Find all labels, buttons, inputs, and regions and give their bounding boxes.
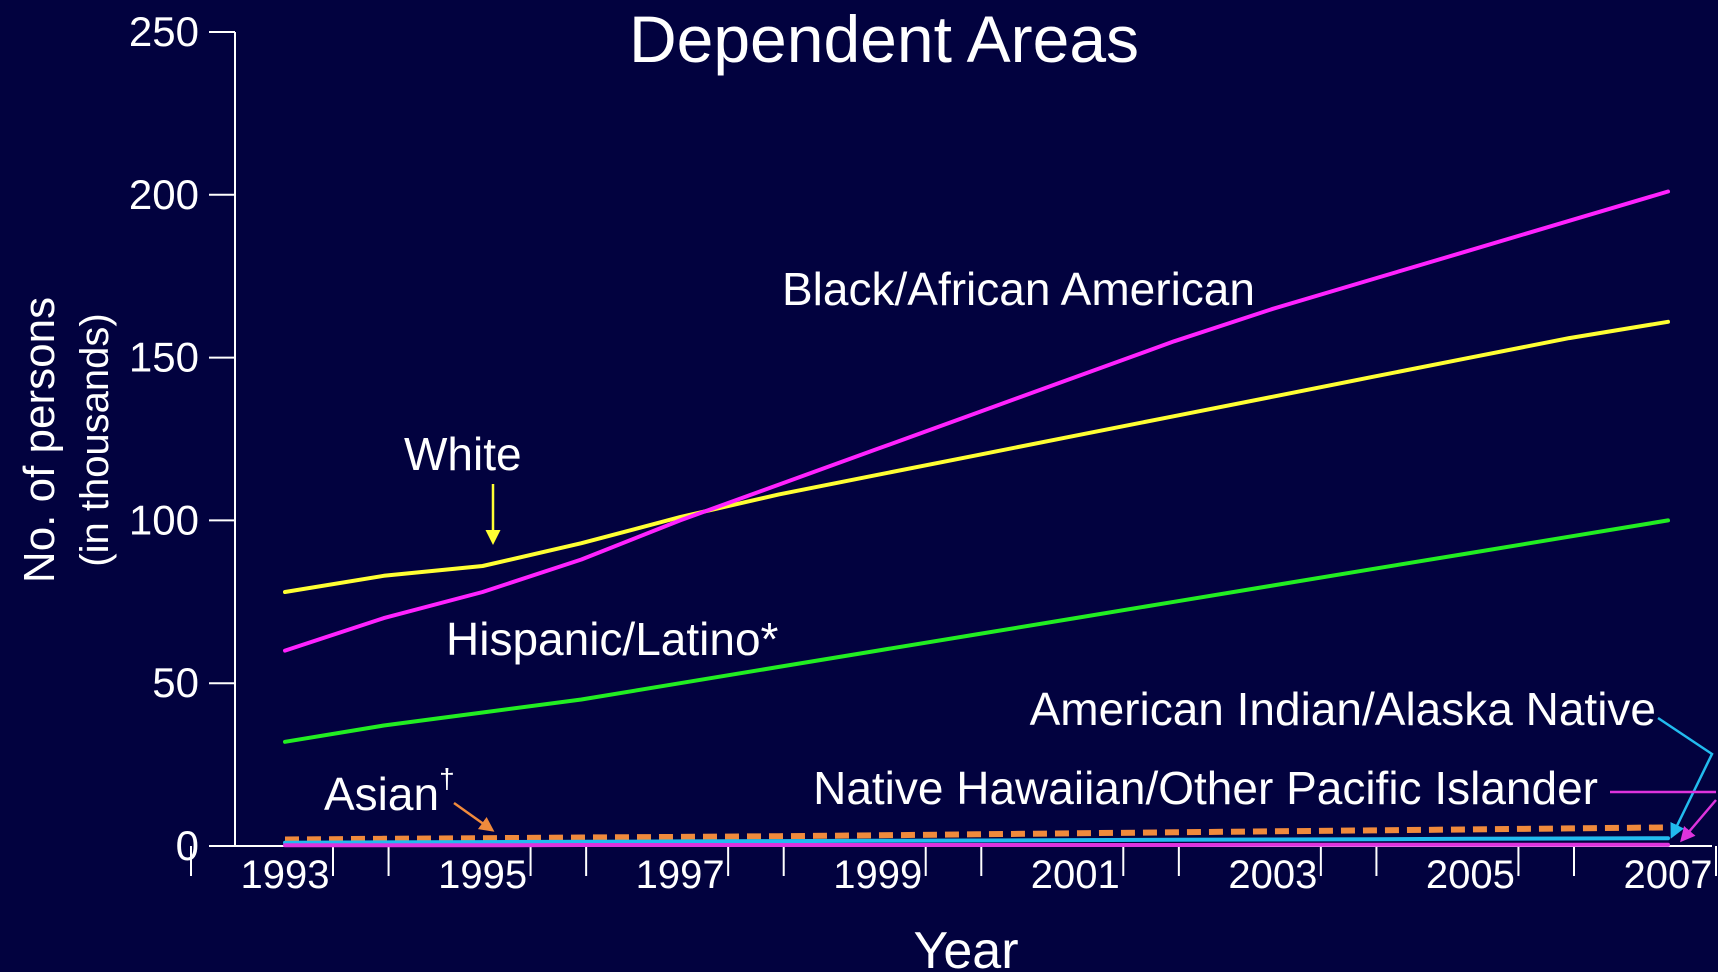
- series-line-3: [284, 824, 1669, 843]
- x-tick-label: 1999: [833, 853, 922, 897]
- x-tick-label: 1993: [241, 853, 330, 897]
- y-axis-label: No. of persons: [15, 297, 64, 583]
- label-asian-text: Asian: [324, 768, 439, 820]
- label-asian: Asian†: [324, 763, 455, 820]
- label-asian-dagger: †: [439, 763, 455, 794]
- x-ticks: 1993 1995 1997 1999 2001 2003 2005 2007: [190, 846, 1717, 897]
- y-tick-label: 50: [152, 659, 199, 706]
- arrow-native-hawaiian-pacific-islander-tip: [1680, 799, 1717, 843]
- x-tick-label: 1995: [438, 853, 527, 897]
- y-tick-label: 100: [129, 496, 199, 543]
- series-line-5: [283, 842, 1670, 848]
- y-tick-label: 200: [129, 171, 199, 218]
- label-native-hawaiian-pacific-islander: Native Hawaiian/Other Pacific Islander: [813, 762, 1598, 814]
- x-tick-label: 2007: [1624, 853, 1713, 897]
- label-black-african-american: Black/African American: [782, 263, 1255, 315]
- y-ticks: 0 50 100 150 200 250: [129, 8, 235, 869]
- y-tick-label: 250: [129, 8, 199, 55]
- label-hispanic-latino: Hispanic/Latino*: [446, 613, 779, 665]
- arrow-asian: [453, 801, 495, 832]
- series-line-2: [283, 518, 1670, 744]
- y-tick-label: 0: [176, 822, 199, 869]
- series-line-4: [283, 836, 1670, 845]
- x-tick-label: 2001: [1031, 853, 1120, 897]
- x-axis-label: Year: [913, 922, 1018, 972]
- y-axis-sublabel: (in thousands): [73, 313, 117, 566]
- x-tick-label: 2005: [1426, 853, 1515, 897]
- x-tick-label: 1997: [636, 853, 725, 897]
- x-tick-label: 2003: [1228, 853, 1317, 897]
- series-layer: [283, 189, 1670, 848]
- series-line-1: [283, 189, 1670, 653]
- y-tick-label: 150: [129, 334, 199, 381]
- label-white: White: [404, 428, 522, 480]
- arrow-american-indian-alaska-native: [1657, 716, 1714, 839]
- label-american-indian-alaska-native: American Indian/Alaska Native: [1030, 683, 1656, 735]
- series-line-0: [283, 319, 1670, 594]
- chart-title: Dependent Areas: [629, 2, 1139, 76]
